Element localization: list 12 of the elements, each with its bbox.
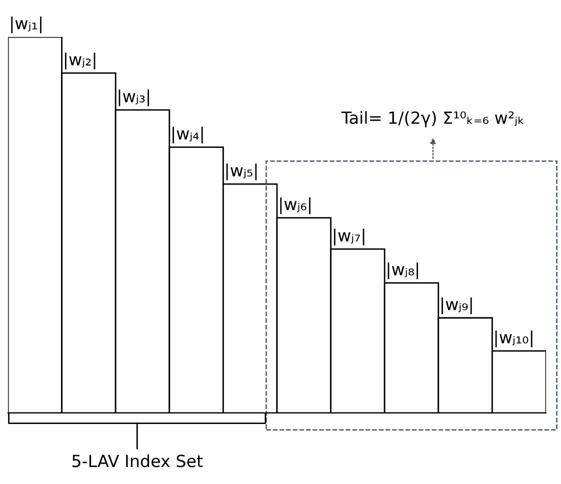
text: 5-LAV Index Set <box>72 454 203 468</box>
x-tick-label: |wⱼ₂| <box>64 52 96 70</box>
x-tick-label: |wⱼ₁₀| <box>495 330 532 348</box>
x-tick-label: |wⱼ₁| <box>11 16 42 34</box>
x-tick-label: |wⱼ₉| <box>442 297 472 314</box>
annotation: Tail= 1/(2γ) Σ¹⁰ₖ₌₆ w²ⱼₖ <box>341 111 524 128</box>
x-tick-label: |wⱼ₈| <box>388 262 418 280</box>
x-tick-label: |wⱼ₃| <box>118 90 150 106</box>
x-tick-label: |wⱼ₅| <box>226 164 257 180</box>
x-tick-label: |wⱼ₆| <box>280 197 310 214</box>
x-tick-label: |wⱼ₄| <box>172 126 203 144</box>
x-tick-label: |wⱼ₇| <box>334 228 364 246</box>
